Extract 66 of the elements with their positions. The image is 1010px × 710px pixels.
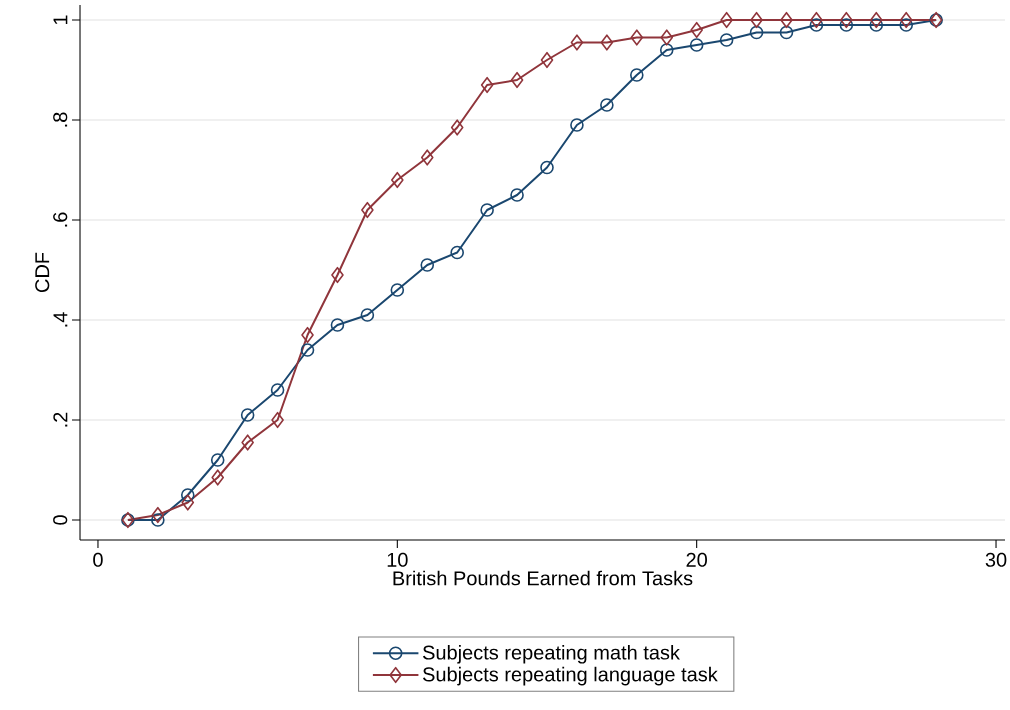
- point: [810, 11, 823, 29]
- legend-label: Subjects repeating language task: [422, 666, 718, 686]
- x-tick-label: 0: [93, 552, 103, 567]
- point: [749, 25, 764, 40]
- point: [869, 18, 884, 32]
- point: [630, 29, 644, 46]
- point: [689, 38, 704, 52]
- point: [869, 11, 883, 29]
- point: [360, 308, 375, 322]
- point: [180, 488, 195, 502]
- point: [480, 203, 494, 217]
- x-axis-title: British Pounds Earned from Tasks: [393, 570, 693, 586]
- y-tick-label: .2: [53, 412, 68, 427]
- y-tick-label: 1: [53, 15, 68, 25]
- point: [839, 18, 854, 32]
- point: [450, 245, 464, 260]
- point: [659, 43, 674, 57]
- point: [390, 283, 405, 297]
- point: [450, 119, 464, 136]
- point: [540, 51, 554, 69]
- point: [510, 71, 524, 89]
- point: [780, 11, 793, 29]
- point: [210, 453, 225, 467]
- y-tick-label: .4: [53, 312, 68, 327]
- point: [719, 33, 734, 47]
- point: [330, 318, 345, 332]
- point: [211, 469, 225, 486]
- point: [151, 513, 165, 527]
- point: [779, 25, 794, 40]
- point: [361, 201, 374, 219]
- point: [420, 149, 434, 166]
- y-axis-title: CDF: [35, 252, 50, 293]
- x-tick-label: 20: [686, 552, 707, 567]
- y-tick-label: 0: [53, 515, 68, 525]
- point: [690, 21, 703, 39]
- point: [151, 506, 165, 524]
- y-tick-label: .8: [53, 112, 68, 127]
- legend-label: Subjects repeating math task: [422, 644, 680, 664]
- point: [570, 34, 584, 51]
- point: [391, 171, 404, 189]
- point: [480, 76, 494, 94]
- x-tick-label: 10: [387, 552, 408, 567]
- point: [630, 68, 644, 82]
- point: [300, 343, 315, 357]
- point: [331, 266, 344, 284]
- point: [181, 494, 195, 511]
- point: [271, 411, 284, 429]
- point: [241, 434, 254, 451]
- point: [720, 11, 733, 29]
- point: [540, 160, 554, 175]
- point: [660, 29, 674, 46]
- point: [899, 11, 913, 29]
- point: [270, 383, 285, 397]
- point: [240, 408, 255, 422]
- point: [750, 11, 763, 29]
- x-tick-label: 30: [985, 552, 1007, 567]
- point: [899, 18, 914, 32]
- point: [420, 258, 435, 272]
- point: [570, 118, 584, 132]
- point: [600, 98, 614, 112]
- point: [510, 188, 524, 202]
- point: [809, 18, 824, 32]
- point: [301, 326, 314, 344]
- point: [600, 34, 614, 51]
- y-tick-label: .6: [53, 212, 68, 227]
- point: [840, 11, 853, 29]
